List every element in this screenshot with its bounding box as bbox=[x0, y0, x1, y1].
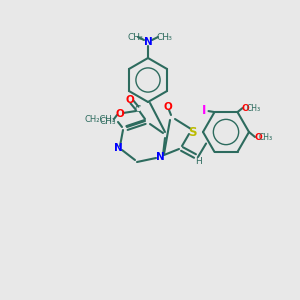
Text: CH: CH bbox=[128, 34, 140, 43]
Text: O: O bbox=[164, 102, 172, 112]
Text: H: H bbox=[196, 157, 202, 166]
Text: CH₃: CH₃ bbox=[259, 133, 273, 142]
Text: CH: CH bbox=[157, 34, 169, 43]
Text: O: O bbox=[126, 95, 134, 105]
Text: CH₂CH₃: CH₂CH₃ bbox=[85, 115, 116, 124]
Text: C: C bbox=[135, 106, 141, 115]
Text: CH₃: CH₃ bbox=[246, 103, 261, 112]
Text: I: I bbox=[202, 103, 207, 117]
Text: O: O bbox=[242, 103, 249, 112]
Text: N: N bbox=[114, 143, 122, 153]
Text: S: S bbox=[188, 125, 196, 139]
Text: 3: 3 bbox=[168, 35, 172, 40]
Text: O: O bbox=[116, 109, 124, 119]
Text: CH₃: CH₃ bbox=[100, 118, 116, 127]
Text: 3: 3 bbox=[139, 35, 143, 40]
Text: N: N bbox=[156, 152, 164, 162]
Text: O: O bbox=[254, 133, 262, 142]
Text: N: N bbox=[144, 37, 152, 47]
